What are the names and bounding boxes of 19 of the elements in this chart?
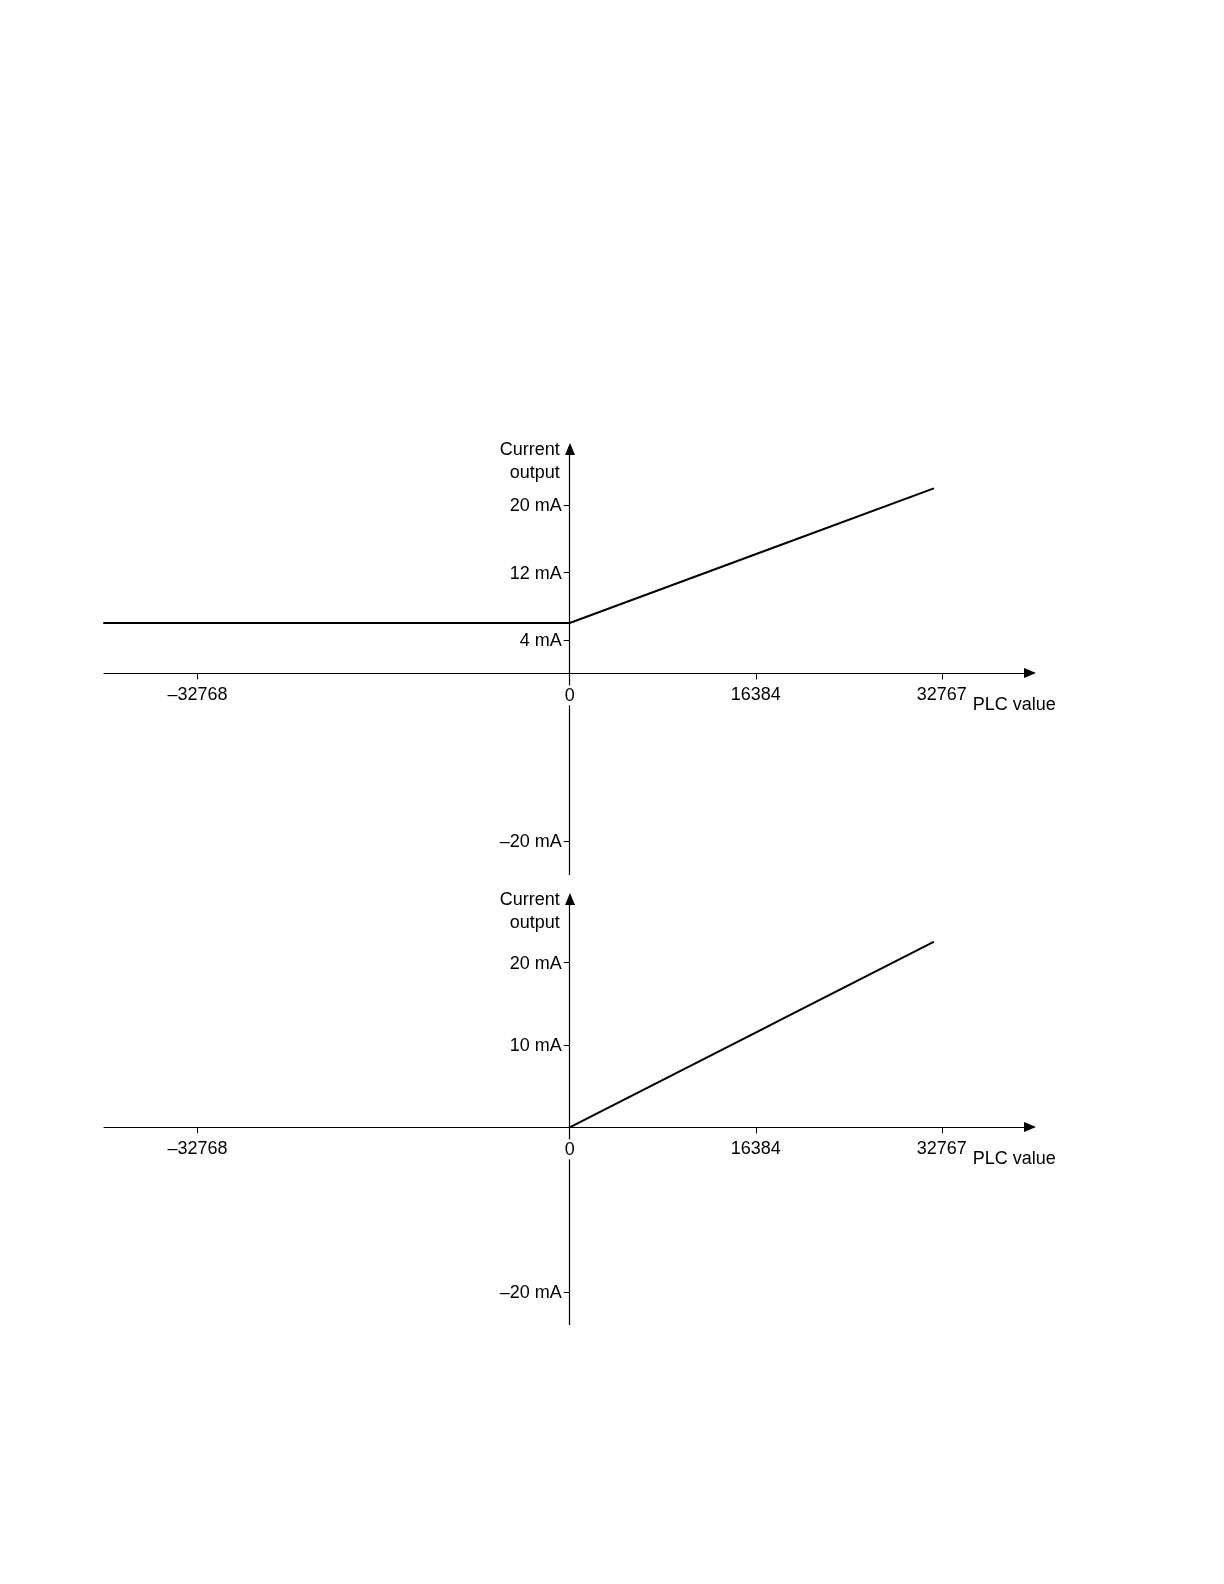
x-tick-label: –32768 — [167, 684, 228, 705]
y-axis-title: Current output — [499, 888, 560, 932]
y-axis-title: Current output — [499, 438, 560, 482]
x-tick-label: 16384 — [730, 1138, 781, 1159]
x-tick-label: 16384 — [730, 684, 781, 705]
y-tick-label: 20 mA — [509, 952, 562, 973]
x-tick-label: 32767 — [916, 1138, 967, 1159]
x-axis-title: PLC value — [972, 1148, 1056, 1169]
y-tick-label: 12 mA — [509, 562, 562, 583]
y-tick-label: –20 mA — [499, 1282, 562, 1303]
x-tick-label: 0 — [564, 685, 575, 706]
y-tick-label: 4 mA — [519, 629, 562, 650]
x-axis-title: PLC value — [972, 694, 1056, 715]
x-tick-label: –32768 — [167, 1138, 228, 1159]
y-tick-label: –20 mA — [499, 831, 562, 852]
x-tick-label: 32767 — [916, 684, 967, 705]
y-tick-label: 20 mA — [509, 495, 562, 516]
x-tick-label: 0 — [564, 1139, 575, 1160]
y-tick-label: 10 mA — [509, 1035, 562, 1055]
